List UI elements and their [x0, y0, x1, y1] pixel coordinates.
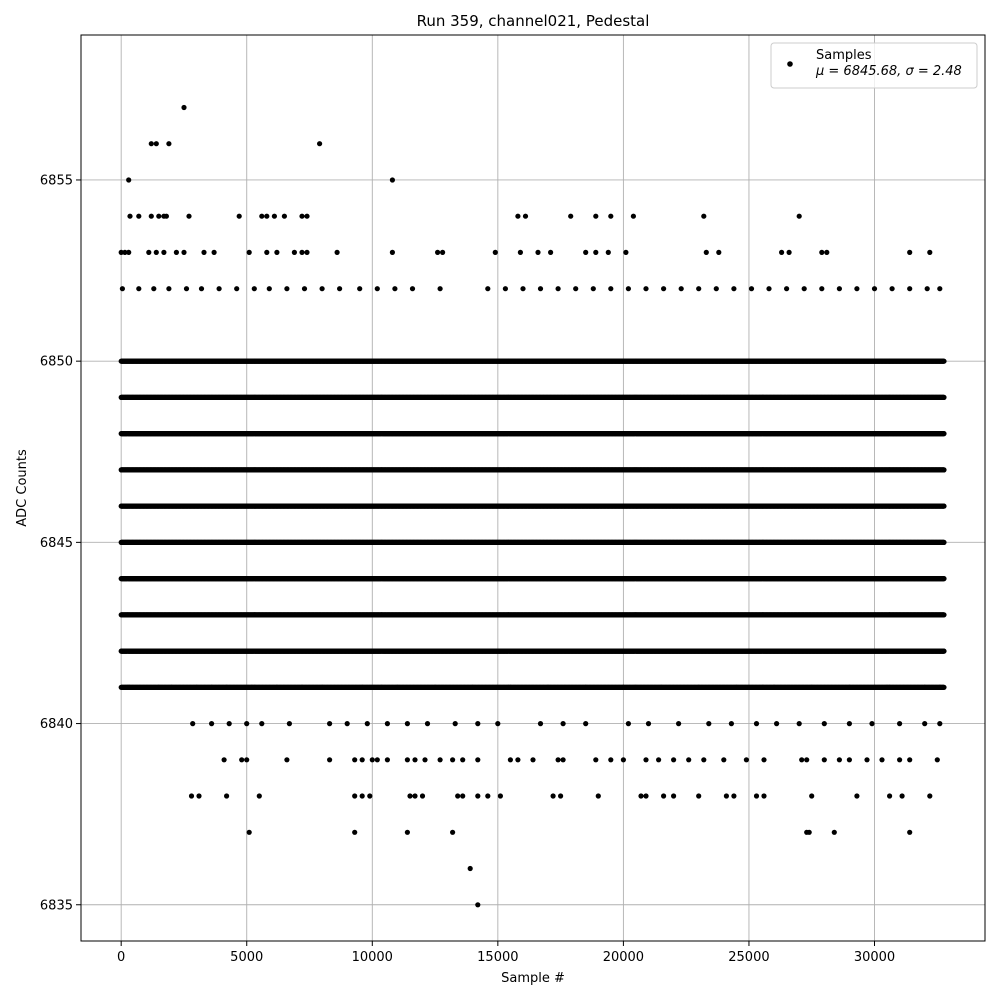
data-point: [941, 648, 947, 654]
data-points: [118, 104, 947, 908]
